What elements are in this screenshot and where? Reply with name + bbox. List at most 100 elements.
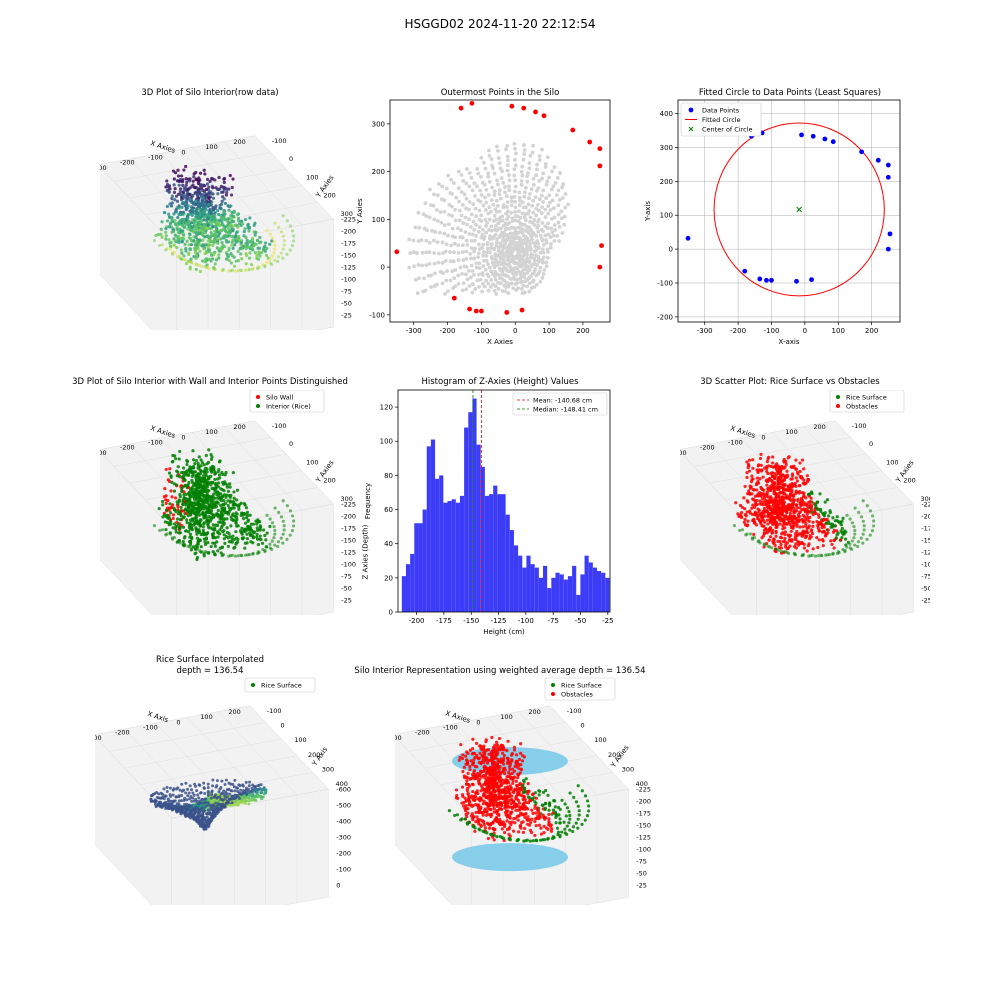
outermost-point (458, 105, 464, 111)
histogram-bar (418, 523, 423, 612)
p3d5-point (755, 488, 759, 492)
interior-point (525, 225, 530, 229)
interior-point (462, 264, 467, 269)
p3d5-point (852, 536, 856, 540)
p3d5-point (861, 519, 865, 523)
interior-point (417, 225, 422, 230)
p3d0-point (188, 232, 192, 237)
p3d5-point (828, 509, 832, 513)
interior-point (553, 228, 558, 232)
interior-point (517, 203, 522, 208)
p3d3-point (281, 541, 285, 545)
interior-point (532, 218, 537, 222)
p3d5-point (865, 537, 869, 541)
interior-point (432, 261, 437, 266)
p3d5-point (752, 497, 756, 502)
interior-point (424, 250, 429, 255)
interior-point (541, 250, 546, 255)
p3d3-point (193, 462, 197, 466)
p3d5-point (853, 532, 857, 536)
interior-point (536, 186, 541, 191)
p3d3-point (171, 526, 175, 530)
p3d5-point (784, 522, 788, 526)
outermost-point (467, 306, 472, 312)
p3d0-point (243, 227, 247, 231)
p3d0-point (212, 266, 216, 270)
p3d5-point (793, 520, 797, 525)
interior-point (487, 227, 491, 232)
interior-point (529, 228, 534, 232)
p3d5-ytick-label: 100 (886, 458, 898, 466)
p3d0-point (230, 254, 235, 258)
p3d0-point (226, 223, 230, 227)
histogram-bar (430, 439, 436, 612)
surf-xtick-label: -100 (143, 724, 158, 732)
p3d3-point (173, 508, 177, 512)
p3d3-point (219, 503, 223, 508)
p3d0-point (196, 214, 200, 219)
interior-point (521, 253, 526, 258)
interior-point (449, 243, 454, 248)
fit-xtick-label: 0 (803, 327, 807, 335)
p3d0-point (222, 180, 226, 184)
p3d0-point (225, 190, 229, 194)
p3d3-point (167, 471, 172, 475)
p3d3-point (182, 542, 186, 546)
p3d0-point (164, 234, 168, 238)
surf-ztick-label: -500 (336, 802, 351, 810)
interior-point (407, 237, 412, 242)
p3d0-point (176, 174, 181, 178)
p3d0-point (215, 187, 220, 191)
p3d5-point (748, 532, 753, 536)
p3d3-point (218, 532, 222, 536)
p3d3-point (223, 473, 227, 477)
interior-point (532, 285, 537, 289)
p3d0-ztick-label: -100 (341, 276, 356, 284)
hist-ytick-label: 20 (384, 574, 393, 582)
outermost-frame (389, 99, 611, 323)
interior-point (481, 242, 486, 247)
p3d0-point (170, 201, 174, 205)
p3d3-point (227, 506, 232, 510)
p3d0-point (189, 242, 194, 247)
p3d0-point (171, 229, 175, 234)
p3d0-point (236, 225, 240, 229)
p3d0-point (170, 215, 174, 220)
interior-point (513, 199, 518, 204)
interior-point (536, 245, 541, 250)
p3d0-axes-box (100, 135, 334, 330)
interior-point (460, 250, 465, 255)
legend-label: Mean: -140.68 cm (533, 397, 592, 405)
p3d5-point (759, 469, 764, 473)
p3d0-point (167, 190, 171, 194)
legend-marker (256, 395, 260, 399)
p3d3-point (258, 524, 262, 528)
p3d5-point (765, 510, 769, 514)
p3d0-point (159, 227, 163, 231)
p3d5-point (771, 474, 775, 478)
p3d5-point (790, 538, 794, 542)
interior-point (505, 154, 510, 159)
p3d3-point (216, 535, 220, 539)
interior-point (496, 287, 501, 291)
interior-point (446, 212, 451, 217)
p3d0-point (172, 190, 177, 195)
p3d3-point (223, 541, 227, 545)
p3d3-point (272, 536, 276, 540)
p3d0-point (211, 243, 215, 247)
p3d0-xtick-label: -100 (148, 154, 163, 162)
p3d0-point (213, 262, 217, 266)
interior-point (473, 193, 477, 198)
p3d3-point (226, 544, 230, 549)
p3d5-point (780, 464, 784, 469)
p3d5-point (769, 500, 773, 504)
p3d0-point (165, 247, 169, 251)
interior-point (438, 210, 443, 214)
interior-point (500, 238, 505, 243)
p3d3-point (200, 497, 204, 501)
p3d5-point (761, 524, 765, 528)
p3d0-point (187, 212, 191, 217)
interior-point (537, 197, 542, 202)
interior-point (496, 245, 501, 250)
